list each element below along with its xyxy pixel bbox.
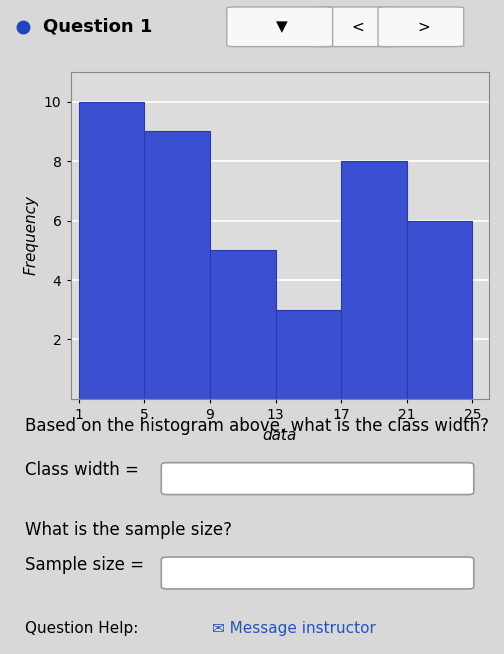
Bar <box>407 220 472 399</box>
Text: Based on the histogram above, what is the class width?: Based on the histogram above, what is th… <box>25 417 489 435</box>
Text: Class width =: Class width = <box>25 461 139 479</box>
Bar <box>79 101 144 399</box>
Bar <box>210 250 276 399</box>
FancyBboxPatch shape <box>161 463 474 494</box>
Text: ✉ Message instructor: ✉ Message instructor <box>212 621 375 636</box>
FancyBboxPatch shape <box>161 557 474 589</box>
Text: ▼: ▼ <box>276 20 288 34</box>
Text: <: < <box>351 20 364 34</box>
X-axis label: data: data <box>263 428 297 443</box>
FancyBboxPatch shape <box>227 7 333 46</box>
Y-axis label: Frequency: Frequency <box>23 196 38 275</box>
Bar <box>276 310 341 399</box>
Text: Question 1: Question 1 <box>43 18 152 36</box>
FancyBboxPatch shape <box>312 7 398 46</box>
Text: What is the sample size?: What is the sample size? <box>25 521 232 540</box>
Bar <box>144 131 210 399</box>
FancyBboxPatch shape <box>378 7 464 46</box>
Text: >: > <box>417 20 430 34</box>
Text: Question Help:: Question Help: <box>25 621 139 636</box>
Text: Sample size =: Sample size = <box>25 556 144 574</box>
Bar <box>341 161 407 399</box>
